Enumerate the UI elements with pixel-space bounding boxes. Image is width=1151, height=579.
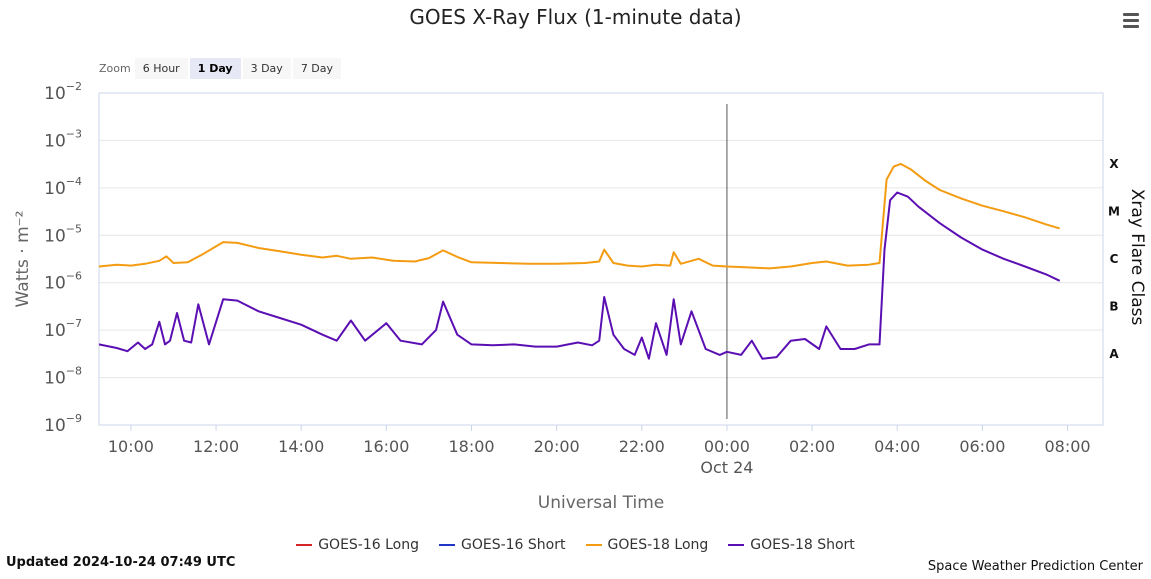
y-tick-label: 10−2 — [44, 80, 82, 104]
credit-text: Space Weather Prediction Center — [927, 559, 1143, 574]
legend-label: GOES-16 Short — [461, 537, 566, 553]
y-axis-right-title: Xray Flare Class — [1127, 189, 1147, 326]
legend-label: GOES-18 Long — [607, 537, 709, 553]
x-tick-label: 20:00 — [534, 437, 580, 456]
y-tick-label: 10−6 — [44, 270, 82, 294]
y-tick-label: 10−3 — [44, 127, 82, 151]
flare-class-label: M — [1108, 205, 1120, 219]
y-tick-label: 10−5 — [44, 222, 82, 246]
y-tick-label: 10−9 — [44, 412, 82, 436]
y-tick-label: 10−8 — [44, 365, 82, 389]
x-tick-label: 22:00 — [619, 437, 665, 456]
updated-timestamp: Updated 2024-10-24 07:49 UTC — [6, 555, 236, 570]
x-tick-label: 08:00 — [1044, 437, 1090, 456]
x-tick-label: 12:00 — [193, 437, 239, 456]
legend: GOES-16 Long GOES-16 Short GOES-18 Long … — [0, 537, 1151, 553]
x-tick-label: 04:00 — [874, 437, 920, 456]
xray-flux-chart: 10−9 10−8 10−7 10−6 10−5 10−4 10−3 10−2 10:00 12:… — [13, 80, 1147, 513]
x-tick-label: 14:00 — [278, 437, 324, 456]
plot-area — [98, 92, 1104, 426]
zoom-controls: Zoom 6 Hour 1 Day 3 Day 7 Day — [99, 56, 343, 80]
legend-label: GOES-16 Long — [318, 537, 419, 553]
legend-label: GOES-18 Short — [750, 537, 855, 553]
x-tick-label: 02:00 — [789, 437, 835, 456]
zoom-1-day-button[interactable]: 1 Day — [189, 57, 241, 79]
x-tick-label: 18:00 — [448, 437, 494, 456]
y-tick-label: 10−4 — [44, 175, 82, 199]
x-tick-date-label: Oct 24 — [700, 458, 753, 477]
zoom-label: Zoom — [99, 61, 131, 75]
legend-item-goes16-short[interactable]: GOES-16 Short — [439, 537, 566, 553]
series-line-goes-18-short — [98, 191, 1061, 360]
zoom-7-day-button[interactable]: 7 Day — [292, 57, 342, 79]
legend-swatch-icon — [728, 544, 745, 546]
axis-layer: 10−9 10−8 10−7 10−6 10−5 10−4 10−3 10−2 10:00 12:… — [13, 80, 1147, 513]
x-axis-title: Universal Time — [538, 493, 664, 513]
flare-class-label: A — [1109, 347, 1119, 361]
flare-class-label: B — [1109, 299, 1118, 313]
legend-swatch-icon — [439, 544, 455, 546]
zoom-3-day-button[interactable]: 3 Day — [242, 57, 291, 79]
legend-item-goes18-short[interactable]: GOES-18 Short — [728, 537, 855, 553]
x-tick-label: 00:00 — [704, 437, 750, 456]
flare-class-label: X — [1109, 157, 1119, 171]
y-axis-title: Watts · m⁻² — [13, 211, 33, 308]
legend-swatch-icon — [296, 544, 313, 546]
flare-class-label: C — [1110, 252, 1119, 266]
x-tick-label: 16:00 — [363, 437, 409, 456]
x-tick-label: 06:00 — [959, 437, 1005, 456]
series-layer — [98, 162, 1061, 360]
hamburger-menu-icon[interactable] — [1120, 10, 1142, 30]
legend-item-goes16-long[interactable]: GOES-16 Long — [296, 537, 419, 553]
legend-swatch-icon — [585, 544, 602, 546]
series-line-goes-18-long — [98, 162, 1060, 270]
x-tick-label: 10:00 — [108, 437, 154, 456]
chart-title: GOES X-Ray Flux (1-minute data) — [409, 5, 742, 29]
zoom-6-hour-button[interactable]: 6 Hour — [134, 57, 188, 79]
y-tick-label: 10−7 — [44, 317, 82, 341]
legend-item-goes18-long[interactable]: GOES-18 Long — [585, 537, 709, 553]
